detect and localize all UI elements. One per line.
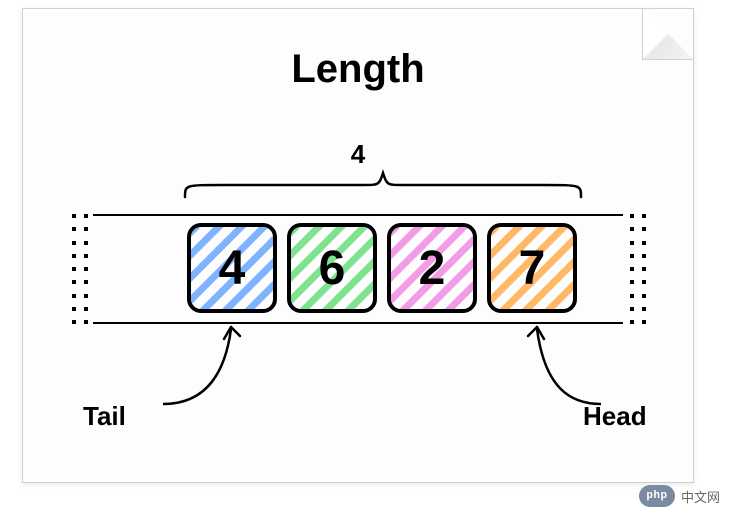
array-cell-2: 2 [387,223,477,313]
array-left-dots [79,214,93,324]
array-cell-1: 6 [287,223,377,313]
diagram-page: Length 4 4 6 2 7 [22,8,694,483]
array-cells: 4 6 2 7 [187,223,577,313]
array-cell-3: 7 [487,223,577,313]
head-label: Head [583,401,647,432]
watermark-logo: php [639,485,675,507]
array-right-dots-outer [637,214,651,324]
array-cell-1-value: 6 [319,241,346,296]
array-left-dots-outer [67,214,81,324]
array-cell-0: 4 [187,223,277,313]
length-value-label: 4 [23,139,693,170]
watermark: php 中文网 [639,485,720,507]
length-brace [183,171,583,201]
array-cell-0-value: 4 [219,241,246,296]
tail-arrow [143,309,263,419]
watermark-text: 中文网 [681,487,720,506]
array-cell-2-value: 2 [419,241,446,296]
diagram-title: Length [23,47,693,92]
array-cell-3-value: 7 [519,241,546,296]
tail-label: Tail [83,401,126,432]
